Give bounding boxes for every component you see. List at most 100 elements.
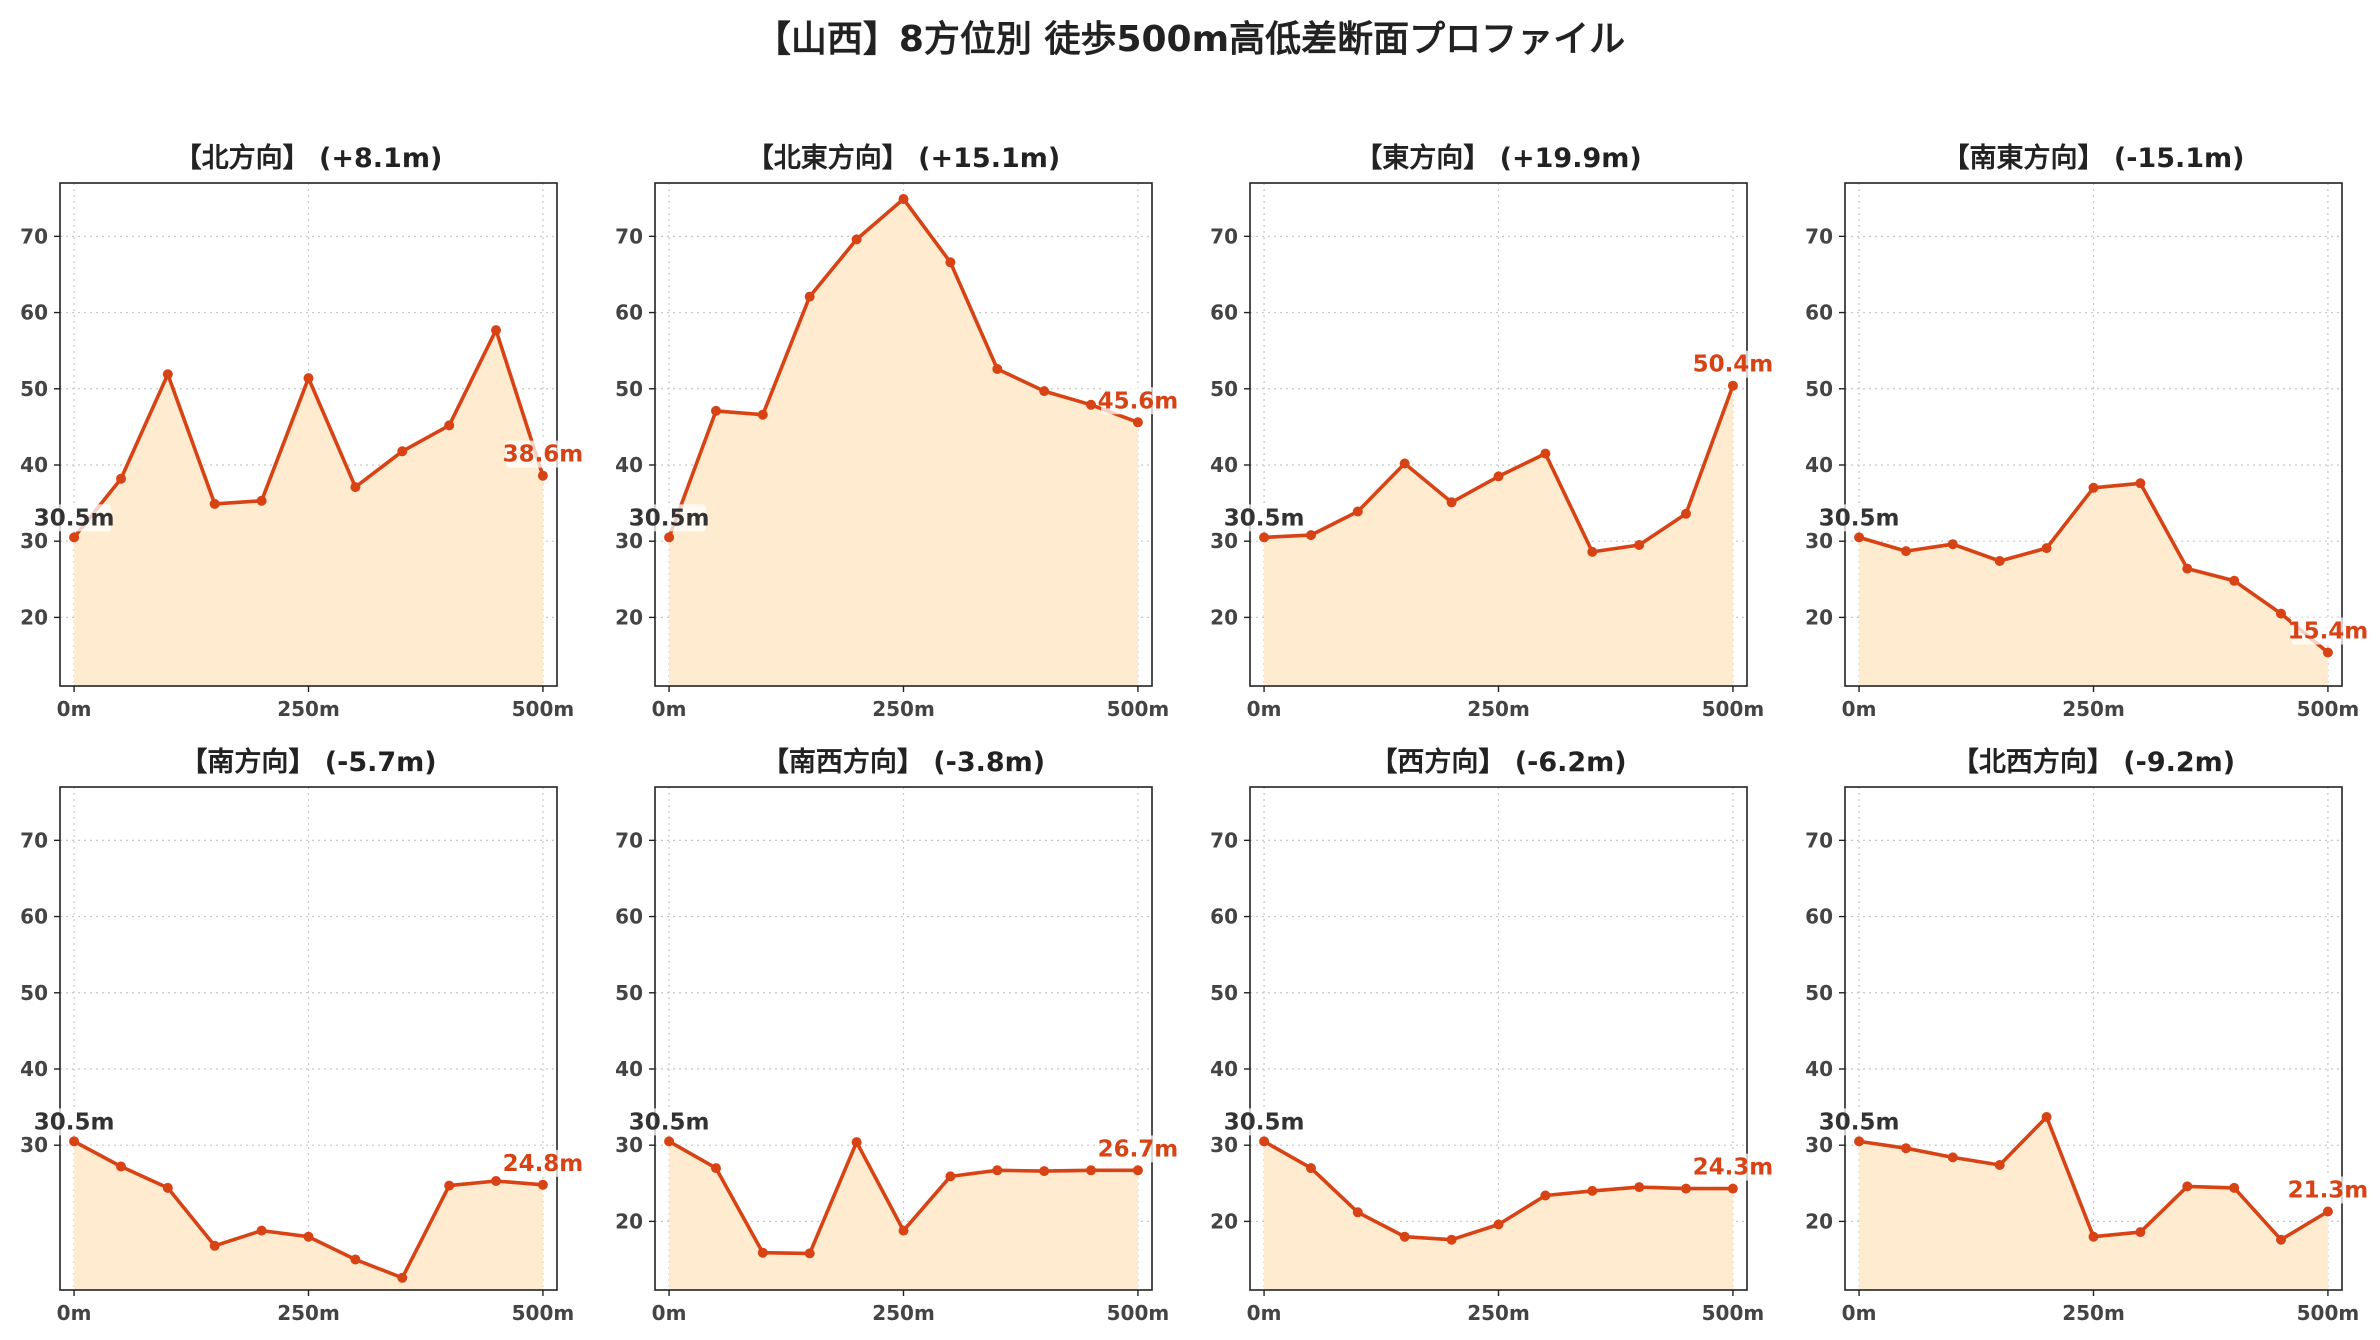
data-point	[1901, 546, 1911, 557]
end-value-label-bg	[1696, 350, 1770, 378]
data-point	[397, 1272, 408, 1283]
data-point	[664, 532, 675, 543]
data-point	[757, 1247, 768, 1258]
area-fill	[1264, 1141, 1733, 1290]
data-point	[2041, 543, 2052, 554]
y-tick-label: 30	[615, 1133, 643, 1157]
profile-chart-4: 【南東方向】 (-15.1m) 20 30 40 50 60 70 0m 250m 500m 30.…	[1805, 142, 2368, 721]
profile-chart-1: 【北方向】 (+8.1m) 20 30 40 50 60 70 0m 250m 500m 30.5m…	[20, 142, 583, 721]
y-tick-label: 70	[615, 224, 643, 248]
data-point	[1132, 417, 1143, 428]
data-point	[256, 1225, 267, 1236]
data-point	[804, 1248, 815, 1259]
data-point	[2276, 608, 2286, 619]
start-value-label-bg	[37, 1108, 111, 1136]
chart-title: 【南東方向】 (-15.1m)	[1942, 142, 2244, 174]
y-tick-label: 60	[1210, 905, 1238, 929]
data-point	[1259, 532, 1270, 543]
data-point	[2135, 1227, 2146, 1238]
end-value-label-bg	[2291, 1176, 2365, 1204]
data-point	[303, 373, 314, 384]
x-tick-label: 0m	[1842, 697, 1877, 721]
data-point	[209, 1240, 220, 1251]
y-tick-label: 60	[1210, 301, 1238, 325]
y-tick-label: 30	[20, 529, 48, 553]
data-point	[2229, 1182, 2240, 1193]
y-tick-label: 40	[1805, 453, 1833, 477]
data-point	[1039, 1166, 1050, 1177]
x-tick-label: 250m	[1467, 1301, 1530, 1325]
start-value-label: 30.5m	[34, 1109, 115, 1135]
data-point	[1446, 497, 1457, 508]
data-point	[350, 1254, 361, 1265]
end-value-label: 26.7m	[1098, 1136, 1179, 1162]
y-tick-label: 70	[615, 828, 643, 852]
profile-chart-7: 【西方向】 (-6.2m) 20 30 40 50 60 70 0m 250m 500m 30.5m…	[1210, 746, 1773, 1325]
data-point	[2135, 478, 2146, 489]
y-tick-label: 70	[20, 828, 48, 852]
data-point	[537, 470, 548, 481]
data-point	[1947, 1152, 1958, 1163]
start-value-label-bg	[1822, 1108, 1896, 1136]
x-tick-label: 500m	[2297, 697, 2360, 721]
data-point	[1306, 530, 1316, 541]
data-point	[162, 369, 173, 380]
data-point	[1086, 399, 1096, 410]
y-tick-label: 40	[615, 453, 643, 477]
figure-title: 【山西】8方位別 徒歩500m高低差断面プロファイル	[754, 19, 1626, 60]
data-point	[804, 291, 815, 302]
x-tick-label: 0m	[57, 697, 92, 721]
end-value-label: 45.6m	[1098, 388, 1179, 414]
x-tick-label: 500m	[512, 697, 575, 721]
data-point	[303, 1231, 314, 1242]
data-point	[397, 446, 408, 457]
data-point	[945, 257, 956, 268]
data-point	[537, 1179, 548, 1190]
x-tick-label: 500m	[1702, 697, 1765, 721]
x-tick-label: 250m	[277, 697, 340, 721]
data-point	[2182, 1181, 2193, 1192]
y-tick-label: 20	[20, 605, 48, 629]
x-tick-label: 250m	[277, 1301, 340, 1325]
y-tick-label: 50	[1805, 981, 1833, 1005]
start-value-label-bg	[632, 1108, 706, 1136]
y-tick-label: 40	[615, 1057, 643, 1081]
y-tick-label: 20	[1805, 605, 1833, 629]
data-point	[1259, 1136, 1270, 1147]
data-point	[1681, 508, 1691, 519]
y-tick-label: 70	[1805, 828, 1833, 852]
data-point	[711, 405, 721, 416]
data-point	[1854, 532, 1865, 543]
y-tick-label: 40	[1210, 453, 1238, 477]
profile-chart-2: 【北東方向】 (+15.1m) 20 30 40 50 60 70 0m 250m 500m 30.…	[615, 142, 1178, 721]
area-fill	[669, 199, 1138, 686]
y-tick-label: 30	[615, 529, 643, 553]
data-point	[1587, 1185, 1598, 1196]
start-value-label-bg	[1227, 1108, 1301, 1136]
data-point	[851, 1137, 862, 1148]
area-fill	[1264, 385, 1733, 686]
data-point	[1132, 1165, 1143, 1176]
x-tick-label: 0m	[1247, 1301, 1282, 1325]
area-fill	[1859, 483, 2328, 686]
data-point	[350, 482, 361, 493]
start-value-label-bg	[1822, 504, 1896, 532]
end-value-label-bg	[506, 440, 580, 468]
data-point	[851, 234, 862, 245]
y-tick-label: 20	[1805, 1209, 1833, 1233]
start-value-label: 30.5m	[1224, 505, 1305, 531]
y-tick-label: 40	[1805, 1057, 1833, 1081]
x-tick-label: 250m	[872, 697, 935, 721]
data-point	[2229, 575, 2240, 586]
data-point	[2088, 1231, 2099, 1242]
y-tick-label: 60	[20, 301, 48, 325]
data-point	[1727, 380, 1738, 391]
start-value-label: 30.5m	[1224, 1109, 1305, 1135]
chart-title: 【北方向】 (+8.1m)	[175, 142, 443, 174]
y-tick-label: 30	[1210, 1133, 1238, 1157]
data-point	[444, 420, 455, 431]
area-fill	[74, 1141, 543, 1290]
end-value-label: 24.8m	[503, 1151, 584, 1177]
y-tick-label: 50	[615, 377, 643, 401]
data-point	[69, 1136, 80, 1147]
